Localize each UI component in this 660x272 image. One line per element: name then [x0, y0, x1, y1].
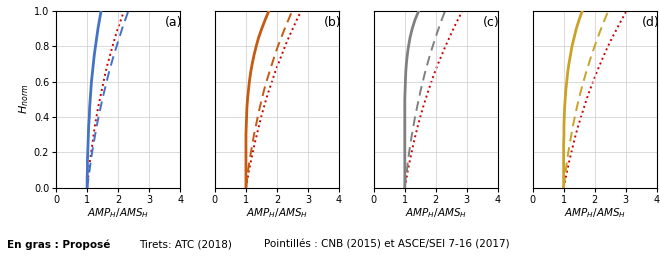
- X-axis label: $\mathit{AMP_H / AMS_H}$: $\mathit{AMP_H / AMS_H}$: [564, 206, 626, 220]
- Text: En gras : Proposé: En gras : Proposé: [7, 240, 110, 250]
- X-axis label: $\mathit{AMP_H / AMS_H}$: $\mathit{AMP_H / AMS_H}$: [405, 206, 467, 220]
- Y-axis label: $\mathit{H_{norm}}$: $\mathit{H_{norm}}$: [17, 84, 31, 115]
- Text: (b): (b): [324, 16, 342, 29]
- X-axis label: $\mathit{AMP_H / AMS_H}$: $\mathit{AMP_H / AMS_H}$: [87, 206, 149, 220]
- Text: (a): (a): [165, 16, 183, 29]
- Text: Pointillés : CNB (2015) et ASCE/SEI 7-16 (2017): Pointillés : CNB (2015) et ASCE/SEI 7-16…: [264, 240, 510, 250]
- Text: (c): (c): [483, 16, 500, 29]
- Text: Tirets: ATC (2018): Tirets: ATC (2018): [139, 240, 232, 250]
- X-axis label: $\mathit{AMP_H / AMS_H}$: $\mathit{AMP_H / AMS_H}$: [246, 206, 308, 220]
- Text: (d): (d): [642, 16, 659, 29]
